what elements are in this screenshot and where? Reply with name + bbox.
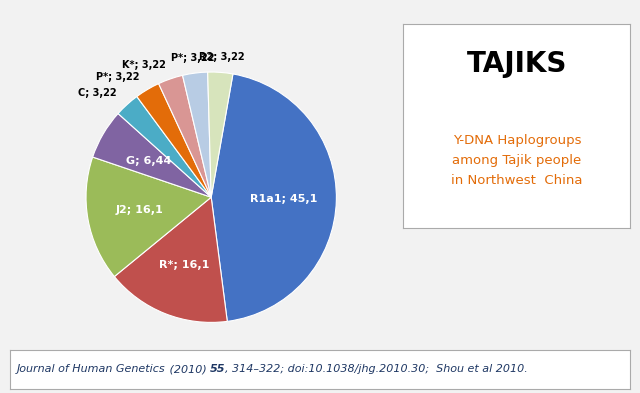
Text: G; 6,44: G; 6,44 — [126, 156, 172, 165]
Wedge shape — [182, 72, 211, 197]
Wedge shape — [208, 72, 233, 197]
Text: R1a1; 45,1: R1a1; 45,1 — [250, 194, 317, 204]
Wedge shape — [137, 84, 211, 197]
Text: C; 3,22: C; 3,22 — [78, 88, 117, 98]
Wedge shape — [211, 74, 337, 321]
Text: R*; 16,1: R*; 16,1 — [159, 260, 210, 270]
Wedge shape — [118, 97, 211, 197]
Wedge shape — [115, 197, 227, 322]
Wedge shape — [86, 157, 211, 277]
Text: (2010): (2010) — [166, 364, 210, 375]
Text: Y-DNA Haplogroups
among Tajik people
in Northwest  China: Y-DNA Haplogroups among Tajik people in … — [451, 134, 582, 187]
Text: 55: 55 — [210, 364, 225, 375]
Text: P*; 3,22: P*; 3,22 — [96, 72, 140, 82]
Text: Journal of Human Genetics: Journal of Human Genetics — [17, 364, 166, 375]
Text: TAJIKS: TAJIKS — [467, 50, 567, 79]
Wedge shape — [159, 75, 211, 197]
Wedge shape — [93, 114, 211, 197]
Text: , 314–322; doi:10.1038/jhg.2010.30;  Shou et al 2010.: , 314–322; doi:10.1038/jhg.2010.30; Shou… — [225, 364, 528, 375]
Text: R2; 3,22: R2; 3,22 — [198, 52, 244, 62]
Text: K*; 3,22: K*; 3,22 — [122, 60, 166, 70]
Text: J2; 16,1: J2; 16,1 — [116, 205, 164, 215]
Text: P*; 3,22: P*; 3,22 — [172, 53, 215, 63]
